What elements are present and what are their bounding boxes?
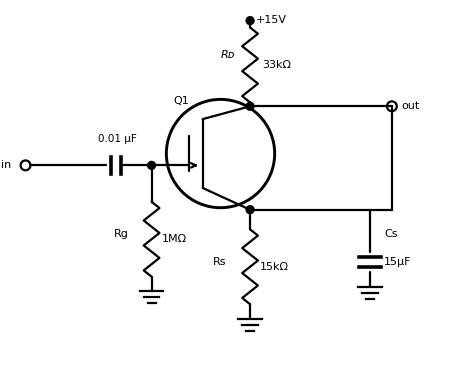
Text: +15V: +15V xyxy=(256,15,287,25)
Circle shape xyxy=(246,17,254,25)
Text: Cs: Cs xyxy=(384,229,398,239)
Text: 1MΩ: 1MΩ xyxy=(162,234,187,244)
Text: 15kΩ: 15kΩ xyxy=(260,262,289,272)
Circle shape xyxy=(246,206,254,214)
Text: out: out xyxy=(401,101,420,111)
Text: 15μF: 15μF xyxy=(384,257,411,267)
Text: Q1: Q1 xyxy=(173,96,189,106)
Text: Rᴅ: Rᴅ xyxy=(220,50,235,60)
Text: 0.01 μF: 0.01 μF xyxy=(99,134,137,144)
Text: in: in xyxy=(1,160,12,170)
Circle shape xyxy=(246,102,254,110)
Text: Rg: Rg xyxy=(114,229,129,239)
Text: 33kΩ: 33kΩ xyxy=(262,60,291,70)
Circle shape xyxy=(147,161,155,169)
Text: Rs: Rs xyxy=(213,257,226,267)
